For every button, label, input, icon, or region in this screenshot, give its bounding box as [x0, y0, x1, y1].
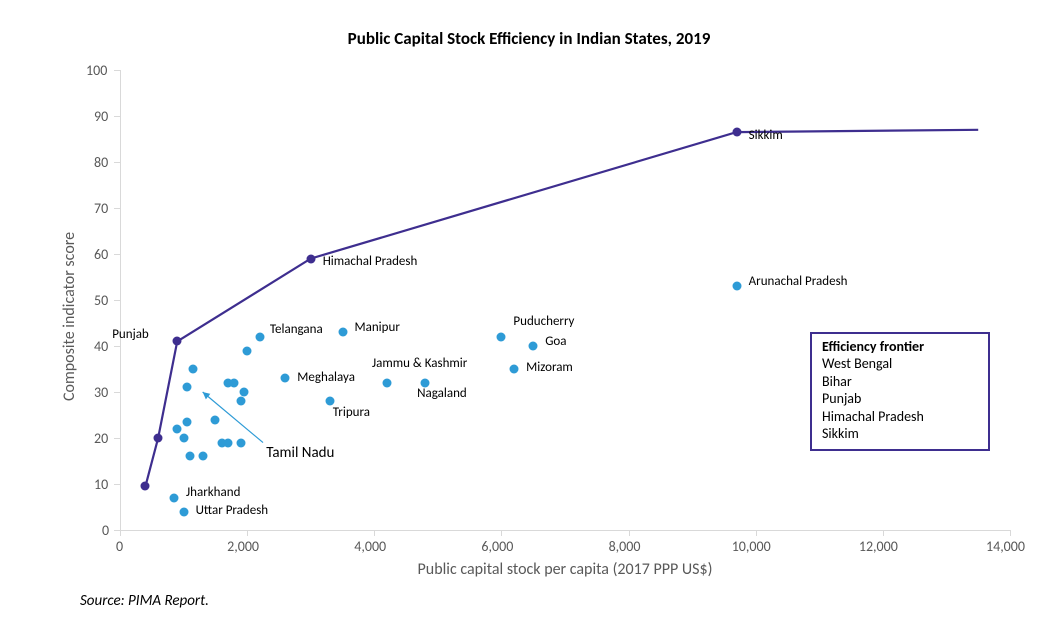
data-point	[173, 424, 182, 433]
y-tick-label: 80	[94, 154, 108, 171]
y-tick	[114, 254, 120, 255]
y-tick	[114, 300, 120, 301]
data-point	[230, 378, 239, 387]
point-label: Mizoram	[526, 360, 573, 375]
point-label: Jammu & Kashmir	[372, 356, 467, 371]
y-tick-label: 10	[94, 476, 108, 493]
x-tick-label: 10,000	[732, 538, 771, 555]
point-label: Arunachal Pradesh	[749, 274, 848, 289]
point-label: Nagaland	[417, 386, 467, 401]
frontier-point	[306, 254, 315, 263]
y-axis	[120, 70, 121, 530]
point-label: Himachal Pradesh	[323, 254, 418, 269]
y-tick	[114, 208, 120, 209]
y-axis-label: Composite indicator score	[60, 232, 79, 401]
legend: Efficiency frontierWest BengalBiharPunja…	[810, 332, 990, 451]
frontier-point	[141, 482, 150, 491]
callout-label: Tamil Nadu	[266, 444, 334, 462]
legend-item: Sikkim	[822, 425, 978, 443]
data-point	[529, 342, 538, 351]
frontier-point	[154, 434, 163, 443]
y-tick-label: 20	[94, 430, 108, 447]
data-point	[182, 417, 191, 426]
y-tick-label: 70	[94, 200, 108, 217]
x-axis-label: Public capital stock per capita (2017 PP…	[120, 560, 1010, 579]
legend-item: Himachal Pradesh	[822, 408, 978, 426]
legend-title: Efficiency frontier	[822, 338, 978, 355]
point-label: Punjab	[112, 327, 149, 342]
source-note: Source: PIMA Report.	[80, 592, 209, 610]
data-point	[510, 365, 519, 374]
point-label: Uttar Pradesh	[196, 503, 269, 518]
x-tick	[247, 530, 248, 536]
legend-item: West Bengal	[822, 355, 978, 373]
x-tick-label: 6,000	[481, 538, 513, 555]
x-tick-label: 0	[116, 538, 123, 555]
callout-arrow	[120, 70, 1010, 530]
y-tick-label: 90	[94, 108, 108, 125]
plot-area: 010203040506070809010002,0004,0006,0008,…	[120, 70, 1010, 530]
x-tick-label: 12,000	[859, 538, 898, 555]
x-tick-label: 14,000	[986, 538, 1025, 555]
y-tick	[114, 162, 120, 163]
data-point	[239, 388, 248, 397]
data-point	[170, 493, 179, 502]
data-point	[281, 374, 290, 383]
x-axis	[120, 530, 1010, 531]
frontier-point	[173, 337, 182, 346]
y-tick	[114, 70, 120, 71]
data-point	[243, 346, 252, 355]
legend-item: Bihar	[822, 373, 978, 391]
x-tick-label: 2,000	[227, 538, 259, 555]
point-label: Telangana	[270, 322, 323, 337]
data-point	[732, 282, 741, 291]
y-tick-label: 40	[94, 338, 108, 355]
data-point	[338, 328, 347, 337]
data-point	[224, 438, 233, 447]
y-tick-label: 30	[94, 384, 108, 401]
point-label: Goa	[545, 334, 566, 349]
x-tick	[120, 530, 121, 536]
x-tick-label: 4,000	[354, 538, 386, 555]
x-tick	[629, 530, 630, 536]
x-tick	[501, 530, 502, 536]
data-point	[497, 332, 506, 341]
chart-title: Public Capital Stock Efficiency in India…	[0, 28, 1058, 49]
point-label: Manipur	[355, 320, 400, 335]
data-point	[189, 365, 198, 374]
x-tick	[374, 530, 375, 536]
data-point	[211, 415, 220, 424]
x-tick	[756, 530, 757, 536]
data-point	[185, 452, 194, 461]
y-tick	[114, 438, 120, 439]
point-label: Jharkhand	[186, 485, 240, 500]
y-tick	[114, 484, 120, 485]
data-point	[383, 378, 392, 387]
point-label: Sikkim	[749, 128, 783, 143]
data-point	[198, 452, 207, 461]
y-tick	[114, 346, 120, 347]
y-tick-label: 50	[94, 292, 108, 309]
frontier-line	[120, 70, 1010, 530]
legend-item: Punjab	[822, 390, 978, 408]
data-point	[236, 397, 245, 406]
chart-container: Public Capital Stock Efficiency in India…	[0, 0, 1058, 643]
data-point	[255, 332, 264, 341]
y-tick-label: 0	[102, 522, 109, 539]
y-tick-label: 60	[94, 246, 108, 263]
frontier-point	[732, 128, 741, 137]
data-point	[236, 438, 245, 447]
y-tick-label: 100	[86, 62, 107, 79]
y-tick	[114, 392, 120, 393]
data-point	[179, 507, 188, 516]
x-tick-label: 8,000	[609, 538, 641, 555]
x-tick	[883, 530, 884, 536]
point-label: Tripura	[333, 405, 370, 420]
y-tick	[114, 116, 120, 117]
data-point	[182, 383, 191, 392]
point-label: Meghalaya	[297, 370, 355, 385]
point-label: Puducherry	[513, 314, 574, 329]
data-point	[179, 434, 188, 443]
x-tick	[1010, 530, 1011, 536]
